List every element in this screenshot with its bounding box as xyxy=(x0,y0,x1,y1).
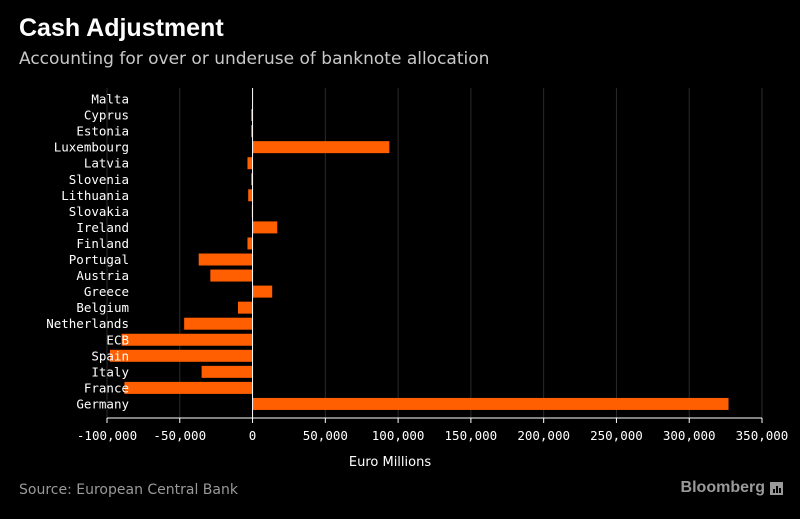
category-label: Cyprus xyxy=(84,108,129,123)
category-label: Luxembourg xyxy=(54,140,129,155)
bar xyxy=(247,237,253,250)
category-label: Finland xyxy=(76,236,129,251)
brand-logo: Bloomberg xyxy=(681,479,783,497)
category-label: Austria xyxy=(76,268,129,283)
category-label: Spain xyxy=(91,348,129,363)
bar xyxy=(201,365,253,378)
category-label: Germany xyxy=(76,396,129,411)
category-label: ECB xyxy=(106,332,129,347)
bar xyxy=(238,301,253,314)
x-axis: -100,000 -50,000 0 50,000 100,000 150,000 200,… xyxy=(77,88,788,443)
category-label: Malta xyxy=(91,92,129,107)
bar xyxy=(251,125,253,138)
chart-title: Cash Adjustment xyxy=(19,14,224,42)
bar xyxy=(210,269,253,282)
category-labels: MaltaCyprusEstoniaLuxembourgLatviaSloven… xyxy=(46,92,129,412)
category-label: Italy xyxy=(91,364,129,379)
x-tick-label: 50,000 xyxy=(303,428,348,443)
category-label: Portugal xyxy=(69,252,129,267)
brand-name: Bloomberg xyxy=(680,479,765,496)
bar xyxy=(109,349,253,362)
source-note: Source: European Central Bank xyxy=(19,482,238,498)
x-tick-label: -100,000 xyxy=(77,428,137,443)
x-tick-label: 100,000 xyxy=(372,428,425,443)
category-label: Slovakia xyxy=(69,204,129,219)
bar xyxy=(251,173,253,186)
category-label: Latvia xyxy=(84,156,129,171)
bar xyxy=(121,333,253,346)
bar xyxy=(184,317,253,330)
bar xyxy=(252,221,278,234)
bar xyxy=(252,285,273,298)
x-tick-label: 250,000 xyxy=(590,428,643,443)
bar xyxy=(247,157,253,170)
x-axis-title: Euro Millions xyxy=(349,455,431,470)
category-label: Lithuania xyxy=(61,188,129,203)
category-label: Slovenia xyxy=(69,172,129,187)
category-label: Belgium xyxy=(76,300,129,315)
category-label: Ireland xyxy=(76,220,129,235)
x-tick-label: 350,000 xyxy=(736,428,789,443)
chart-subtitle: Accounting for over or underuse of bankn… xyxy=(19,49,490,69)
bar xyxy=(252,397,729,410)
x-tick-label: 200,000 xyxy=(517,428,570,443)
x-tick-label: 300,000 xyxy=(663,428,716,443)
x-tick-label: 0 xyxy=(249,428,257,443)
grid-lines xyxy=(106,88,763,418)
category-label: Estonia xyxy=(76,124,129,139)
bar xyxy=(124,381,253,394)
bars xyxy=(109,109,729,410)
x-tick-label: 150,000 xyxy=(445,428,498,443)
category-label: Greece xyxy=(84,284,129,299)
category-label: France xyxy=(84,380,129,395)
category-label: Netherlands xyxy=(46,316,129,331)
bar-chart-icon xyxy=(770,481,783,495)
bar xyxy=(198,253,253,266)
bar xyxy=(252,141,390,154)
x-tick-label: -50,000 xyxy=(153,428,206,443)
bar xyxy=(251,109,253,122)
bar xyxy=(248,189,253,202)
